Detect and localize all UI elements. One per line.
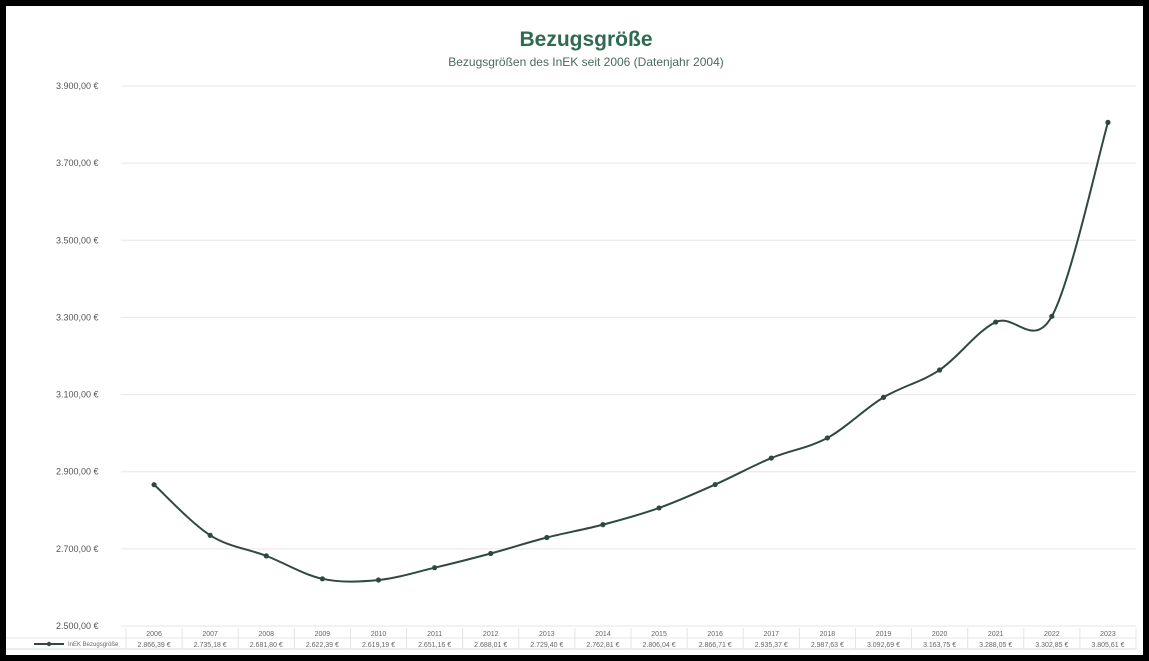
data-value-label: 2.935,37 € (755, 642, 788, 649)
y-tick-label: 3.500,00 € (56, 235, 99, 245)
x-category-label: 2012 (483, 631, 499, 638)
data-point (1049, 313, 1055, 319)
legend: InEK Bezugsgröße (34, 641, 119, 648)
data-point (151, 482, 157, 488)
data-value-label: 3.163,75 € (923, 642, 956, 649)
y-axis: 2.500,00 € 2.700,00 € 2.900,00 € 3.100,00 €… (56, 81, 99, 631)
data-table: 2006 2.866,39 € 2007 2.735,18 € 2008 2.681,80… (6, 628, 1137, 650)
data-point (488, 550, 494, 557)
data-point (263, 553, 269, 559)
data-value-label: 2.651,16 € (418, 642, 451, 649)
y-tick-label: 2.700,00 € (56, 544, 99, 554)
data-value-label: 2.619,19 € (362, 642, 395, 649)
data-point (432, 565, 438, 571)
data-point (712, 481, 718, 488)
data-point (544, 534, 550, 541)
data-value-label: 2.622,39 € (306, 642, 339, 649)
x-category-label: 2019 (876, 631, 892, 638)
data-value-label: 2.688,01 € (474, 642, 507, 649)
legend-marker (46, 641, 52, 647)
data-value-label: 2.866,39 € (138, 642, 171, 649)
x-category-label: 2007 (202, 631, 218, 638)
data-value-label: 3.288,05 € (979, 642, 1012, 649)
x-category-label: 2010 (371, 631, 387, 638)
x-category-label: 2013 (539, 631, 555, 638)
data-point (937, 367, 943, 373)
x-category-label: 2008 (258, 631, 274, 638)
x-category-label: 2021 (988, 631, 1004, 638)
y-tick-label: 3.300,00 € (56, 312, 99, 322)
x-category-label: 2014 (595, 631, 611, 638)
data-value-label: 2.735,18 € (194, 642, 227, 649)
legend-label: InEK Bezugsgröße (68, 642, 119, 648)
x-category-label: 2011 (427, 631, 442, 638)
data-value-label: 2.866,71 € (699, 642, 732, 649)
y-tick-label: 3.700,00 € (56, 158, 99, 168)
y-tick-label: 3.900,00 € (56, 81, 99, 91)
data-point (207, 532, 213, 538)
data-value-label: 3.805,61 € (1091, 642, 1124, 649)
data-value-label: 2.806,04 € (643, 642, 676, 649)
data-point (880, 394, 887, 400)
series-line-group (151, 119, 1111, 583)
data-value-label: 3.302,85 € (1035, 642, 1068, 649)
data-point (375, 577, 382, 583)
x-category-label: 2017 (763, 631, 779, 638)
x-category-label: 2022 (1044, 631, 1060, 638)
data-point (824, 435, 830, 441)
data-point (319, 576, 325, 582)
x-category-label: 2023 (1100, 631, 1116, 638)
x-category-label: 2009 (315, 631, 331, 638)
y-tick-label: 2.500,00 € (56, 621, 99, 631)
chart-subtitle: Bezugsgrößen des InEK seit 2006 (Datenja… (448, 55, 724, 69)
data-point (768, 455, 774, 461)
y-tick-label: 2.900,00 € (56, 467, 99, 477)
data-value-label: 2.681,80 € (250, 642, 283, 649)
x-category-label: 2015 (651, 631, 667, 638)
x-category-label: 2006 (146, 631, 162, 638)
data-value-label: 3.092,69 € (867, 642, 900, 649)
line-chart: Bezugsgröße Bezugsgrößen des InEK seit 2… (6, 28, 1137, 650)
data-point (656, 505, 662, 511)
data-value-label: 2.729,40 € (530, 642, 563, 649)
chart-title: Bezugsgröße (519, 28, 652, 51)
y-tick-label: 3.100,00 € (56, 390, 99, 400)
data-point (993, 319, 999, 325)
series-line (153, 122, 1109, 583)
data-point (600, 522, 606, 528)
data-value-label: 2.987,63 € (811, 642, 844, 649)
chart-container: Bezugsgröße Bezugsgrößen des InEK seit 2… (6, 6, 1143, 655)
data-point (1105, 119, 1111, 126)
grid-lines (121, 85, 1136, 627)
x-category-label: 2020 (932, 631, 948, 638)
x-category-label: 2016 (707, 631, 723, 638)
data-value-label: 2.762,81 € (586, 642, 619, 649)
x-category-label: 2018 (820, 631, 836, 638)
